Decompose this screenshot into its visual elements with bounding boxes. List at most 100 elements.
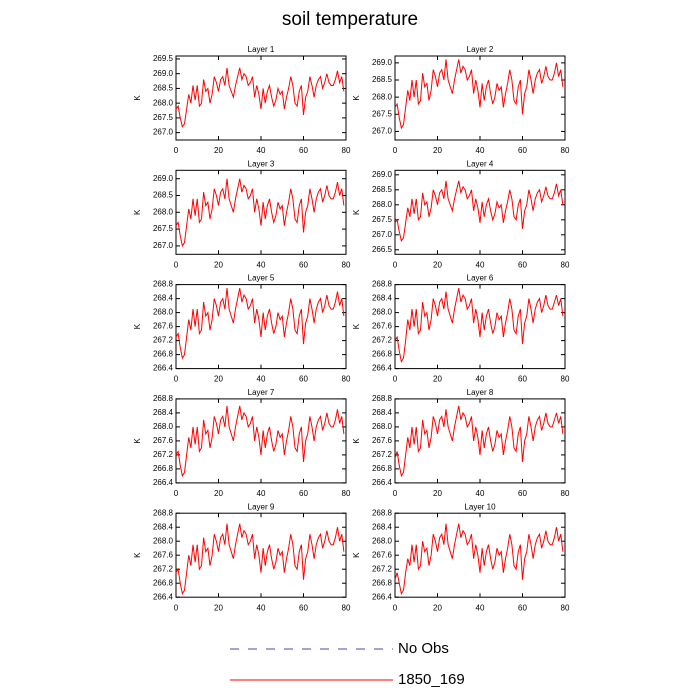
plot-frame — [175, 398, 347, 484]
y-tick-label: 267.2 — [372, 336, 393, 345]
x-tick-label: 80 — [342, 603, 351, 612]
y-axis-label: K — [133, 552, 142, 558]
data-line — [175, 67, 345, 128]
y-tick-label: 267.0 — [372, 127, 393, 136]
y-tick-label: 267.6 — [153, 550, 174, 559]
y-tick-label: 266.8 — [372, 578, 393, 587]
x-tick-label: 0 — [174, 375, 179, 384]
y-tick-label: 269.0 — [153, 174, 174, 183]
x-tick-label: 60 — [299, 603, 308, 612]
y-tick-label: 266.8 — [153, 350, 174, 359]
plot-frame — [394, 512, 566, 598]
y-tick-label: 267.6 — [153, 436, 174, 445]
x-tick-label: 40 — [476, 260, 485, 269]
panel-title: Layer 5 — [248, 274, 275, 283]
panel-title: Layer 9 — [248, 502, 275, 511]
y-tick-label: 268.4 — [153, 408, 174, 417]
y-tick-label: 266.8 — [153, 464, 174, 473]
x-tick-label: 60 — [518, 375, 527, 384]
x-tick-label: 20 — [214, 260, 223, 269]
y-tick-label: 268.4 — [372, 408, 393, 417]
data-line — [394, 405, 564, 478]
x-tick-label: 20 — [214, 146, 223, 155]
y-tick-label: 267.6 — [153, 322, 174, 331]
x-tick-label: 40 — [476, 146, 485, 155]
x-tick-label: 60 — [518, 489, 527, 498]
y-axis-label: K — [133, 209, 142, 215]
y-tick-label: 266.4 — [372, 592, 393, 601]
y-tick-label: 268.5 — [372, 185, 393, 194]
data-line — [175, 288, 345, 360]
x-tick-label: 80 — [342, 375, 351, 384]
x-tick-label: 40 — [476, 375, 485, 384]
x-tick-label: 80 — [342, 146, 351, 155]
y-tick-label: 268.8 — [153, 394, 174, 403]
y-tick-label: 269.5 — [153, 54, 174, 63]
y-tick-label: 266.4 — [153, 478, 174, 487]
y-tick-label: 268.0 — [153, 207, 174, 216]
x-tick-label: 80 — [561, 146, 570, 155]
y-tick-label: 266.5 — [372, 245, 393, 254]
y-axis-label: K — [133, 438, 142, 444]
x-tick-label: 60 — [299, 260, 308, 269]
panel-title: Layer 10 — [464, 502, 496, 511]
legend-label: 1850_169 — [398, 671, 465, 688]
y-tick-label: 266.8 — [372, 350, 393, 359]
plot-frame — [175, 512, 347, 598]
y-tick-label: 268.4 — [153, 294, 174, 303]
x-tick-label: 20 — [433, 260, 442, 269]
panel-title: Layer 8 — [467, 388, 494, 397]
y-tick-label: 268.0 — [153, 422, 174, 431]
y-tick-label: 267.2 — [372, 450, 393, 459]
x-tick-label: 20 — [433, 375, 442, 384]
y-tick-label: 268.0 — [372, 308, 393, 317]
y-tick-label: 266.4 — [153, 364, 174, 373]
y-tick-label: 266.4 — [372, 478, 393, 487]
legend-label: No Obs — [398, 640, 449, 657]
x-tick-label: 20 — [214, 603, 223, 612]
x-tick-label: 80 — [561, 375, 570, 384]
y-tick-label: 268.0 — [372, 422, 393, 431]
x-tick-label: 80 — [342, 260, 351, 269]
y-axis-label: K — [352, 438, 361, 444]
x-tick-label: 0 — [393, 489, 398, 498]
y-tick-label: 268.5 — [153, 84, 174, 93]
y-tick-label: 268.8 — [372, 280, 393, 289]
y-tick-label: 268.0 — [372, 92, 393, 101]
y-tick-label: 267.2 — [153, 564, 174, 573]
y-tick-label: 267.2 — [153, 336, 174, 345]
x-tick-label: 0 — [393, 375, 398, 384]
y-tick-label: 268.8 — [372, 508, 393, 517]
x-tick-label: 0 — [393, 146, 398, 155]
panel-title: Layer 4 — [467, 159, 494, 168]
x-tick-label: 20 — [433, 489, 442, 498]
y-tick-label: 268.0 — [153, 98, 174, 107]
x-tick-label: 0 — [174, 146, 179, 155]
x-tick-label: 20 — [433, 603, 442, 612]
panel-title: Layer 3 — [248, 159, 275, 168]
y-tick-label: 268.8 — [153, 508, 174, 517]
x-tick-label: 40 — [476, 489, 485, 498]
y-axis-label: K — [352, 323, 361, 329]
y-axis-label: K — [133, 323, 142, 329]
y-tick-label: 266.4 — [153, 592, 174, 601]
x-tick-label: 80 — [342, 489, 351, 498]
y-tick-label: 267.5 — [153, 113, 174, 122]
y-tick-label: 267.0 — [153, 241, 174, 250]
x-tick-label: 0 — [393, 260, 398, 269]
x-tick-label: 40 — [257, 260, 266, 269]
x-tick-label: 60 — [518, 146, 527, 155]
y-axis-label: K — [133, 95, 142, 101]
y-tick-label: 267.0 — [153, 128, 174, 137]
x-tick-label: 60 — [299, 146, 308, 155]
x-tick-label: 80 — [561, 603, 570, 612]
y-tick-label: 267.6 — [372, 436, 393, 445]
y-tick-label: 268.5 — [372, 75, 393, 84]
y-tick-label: 266.8 — [372, 464, 393, 473]
y-tick-label: 268.4 — [372, 522, 393, 531]
y-tick-label: 269.0 — [372, 58, 393, 67]
x-tick-label: 0 — [393, 603, 398, 612]
y-tick-label: 268.5 — [153, 191, 174, 200]
